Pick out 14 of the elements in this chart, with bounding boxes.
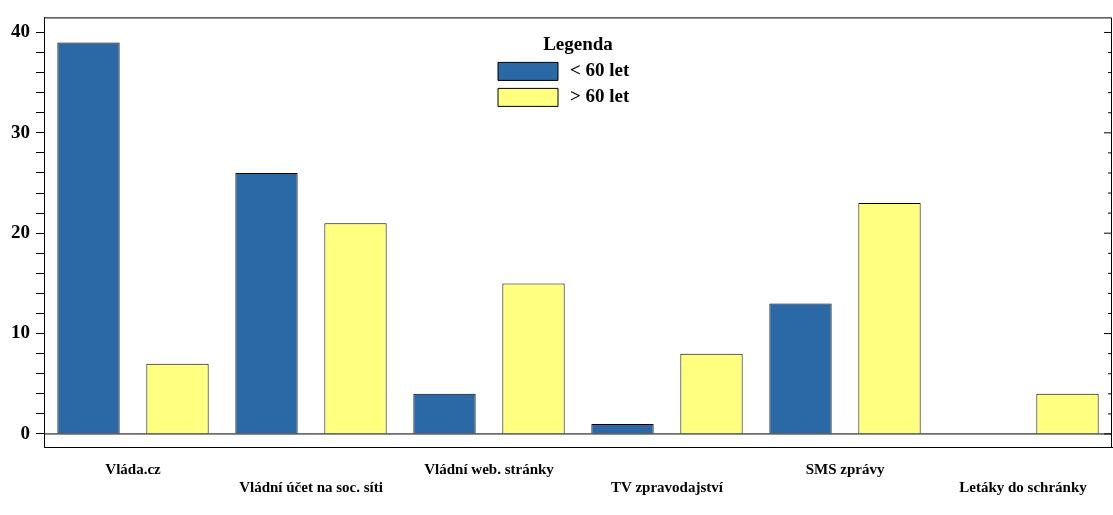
legend-title: Legenda: [543, 33, 614, 55]
legend-label: < 60 let: [570, 59, 631, 81]
x-tick-label: Letáky do schránky: [959, 478, 1088, 495]
x-tick-label: Vládní účet na soc. síti: [239, 478, 383, 495]
y-tick-label: 10: [11, 321, 30, 343]
legend-label: > 60 let: [570, 85, 631, 107]
y-tick-label: 30: [11, 120, 30, 142]
x-tick-label: SMS zprávy: [805, 460, 885, 477]
x-tick-label: TV zpravodajství: [611, 478, 724, 495]
y-tick-label: 40: [11, 20, 30, 42]
y-tick-label: 20: [11, 221, 30, 243]
x-tick-label: Vládní web. stránky: [424, 460, 555, 477]
y-tick-label: 0: [20, 421, 30, 443]
x-tick-label: Vláda.cz: [105, 460, 162, 477]
